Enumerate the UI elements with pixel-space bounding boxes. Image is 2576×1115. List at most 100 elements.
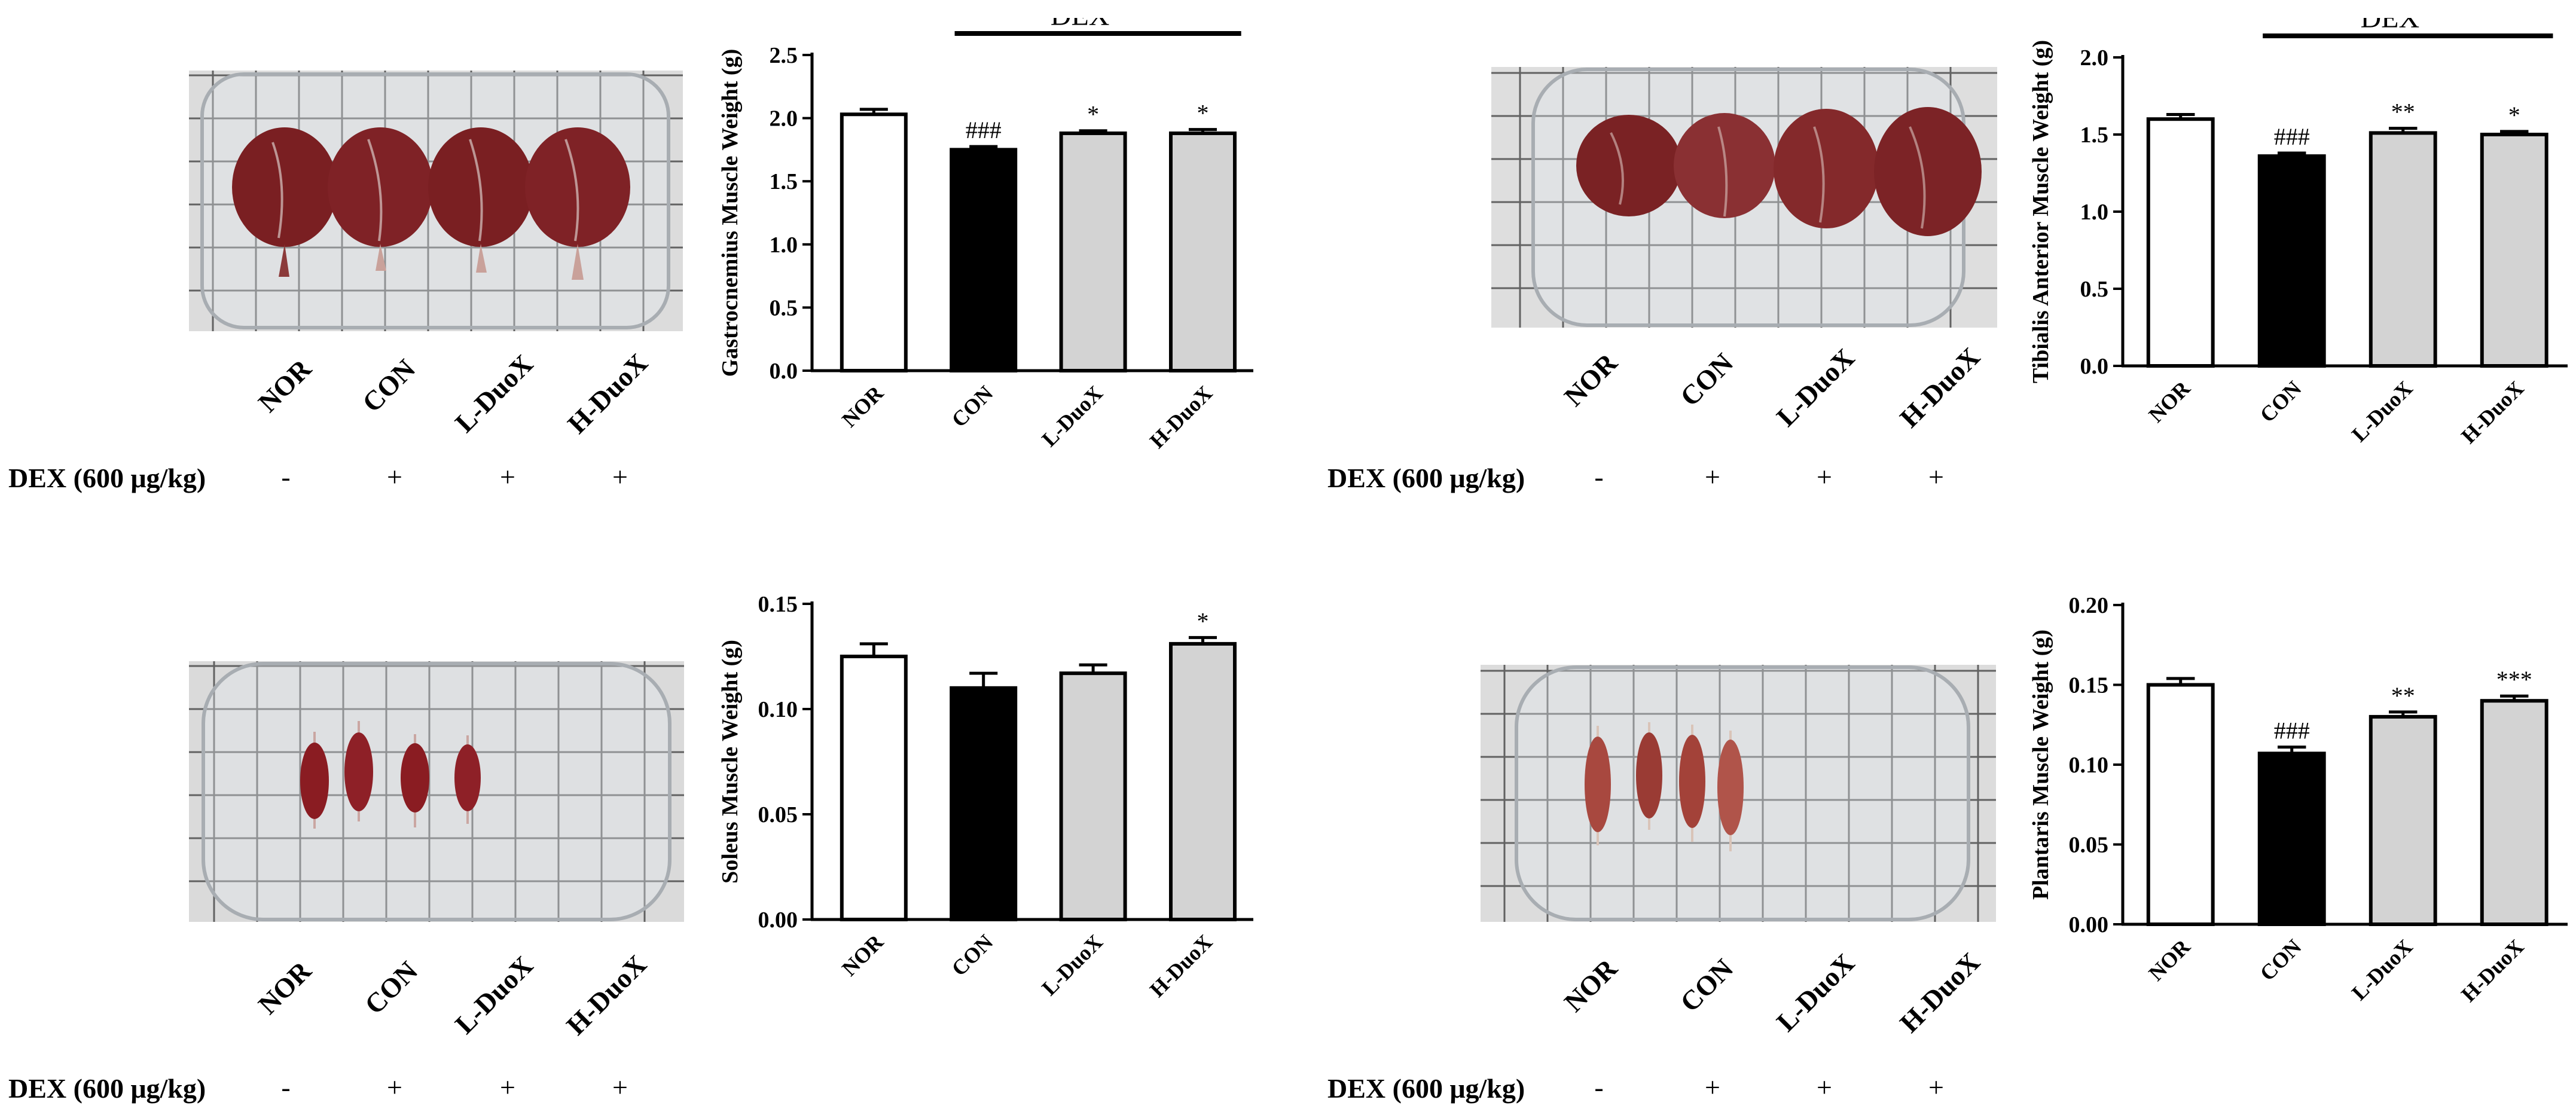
dex-sign-l-duox: + — [1817, 462, 1832, 492]
dex-sign-h-duox: + — [1928, 1072, 1944, 1102]
photo-label-h-duox: H-DuoX — [1894, 946, 1986, 1038]
y-tick-label: 0.00 — [2069, 912, 2109, 937]
photo-label-con: CON — [1674, 952, 1739, 1018]
photo-label-con: CON — [1674, 347, 1739, 413]
significance-label: * — [1087, 101, 1099, 128]
dex-sign-nor: - — [281, 1072, 291, 1102]
dex-dose-label: DEX (600 μg/kg) — [8, 463, 206, 493]
y-tick-label: 1.5 — [2080, 123, 2109, 148]
dex-sign-con: + — [387, 1072, 402, 1102]
significance-label: ** — [2391, 682, 2415, 709]
y-tick-label: 0.05 — [758, 802, 798, 827]
dex-sign-l-duox: + — [500, 1072, 515, 1102]
y-tick-label: 0.0 — [2080, 354, 2109, 379]
chart-gastrocnemius: 0.0 0.5 1.0 1.5 2.0 2.5 Gastrocnemius Muscle W… — [718, 18, 1253, 453]
dex-sign-h-duox: + — [612, 1072, 628, 1102]
x-tick-label: NOR — [837, 381, 889, 432]
x-tick-label: NOR — [837, 930, 889, 981]
photo-label-l-duox: L-DuoX — [449, 950, 539, 1040]
y-tick-label: 0.5 — [770, 295, 798, 320]
y-tick-label: 2.0 — [770, 106, 798, 132]
significance-label: ### — [966, 117, 1002, 143]
photo-label-l-duox: L-DuoX — [449, 349, 539, 438]
bar-con — [2257, 154, 2326, 368]
significance-label: *** — [2496, 666, 2532, 693]
x-tick-label: L-DuoX — [1037, 381, 1107, 451]
x-tick-label: H-DuoX — [1145, 930, 1217, 1001]
bar-h-duox — [2480, 699, 2548, 926]
chart-soleus: 0.00 0.05 0.10 0.15 Soleus Muscle Weight (g)… — [718, 597, 1253, 1002]
photo-label-h-duox: H-DuoX — [1894, 341, 1986, 433]
x-tick-label: NOR — [2144, 934, 2196, 986]
significance-label: ** — [2391, 99, 2415, 126]
bar-con — [950, 686, 1018, 922]
dex-sign-nor: - — [1594, 1072, 1604, 1102]
dex-sign-l-duox: + — [1817, 1072, 1832, 1102]
dex-dose-label: DEX (600 μg/kg) — [1327, 463, 1525, 493]
panel-tibialis-anterior: NOR CON L-DuoX H-DuoX DEX (600 μg/kg) - … — [1288, 0, 2576, 557]
photo-label-con: CON — [356, 353, 422, 418]
panel-gastrocnemius: NOR CON L-DuoX H-DuoX DEX (600 μg/kg) - … — [0, 0, 1288, 557]
x-tick-label: CON — [2255, 934, 2306, 985]
bar-l-duox — [2369, 714, 2437, 926]
dex-bracket-label: DEX — [1051, 18, 1110, 32]
panel-soleus: NOR CON L-DuoX H-DuoX DEX (600 μg/kg) - … — [0, 557, 1288, 1115]
photo-label-h-duox: H-DuoX — [561, 347, 654, 439]
significance-label: * — [2508, 102, 2520, 129]
chart-tibialis-anterior: 0.0 0.5 1.0 1.5 2.0 Tibialis Anterior Muscle … — [2028, 18, 2568, 448]
gastrocnemius-tissue-photo — [189, 71, 683, 331]
y-tick-label: 1.0 — [770, 233, 798, 258]
photo-label-nor: NOR — [1558, 952, 1623, 1018]
bar-nor — [840, 655, 908, 921]
significance-label: * — [1197, 607, 1208, 634]
y-axis-label: Gastrocnemius Muscle Weight (g) — [718, 49, 743, 377]
y-tick-label: 0.20 — [2069, 597, 2109, 618]
bar-l-duox — [1059, 131, 1127, 372]
dex-sign-con: + — [1705, 462, 1720, 492]
bar-h-duox — [2480, 133, 2548, 368]
x-tick-label: L-DuoX — [1037, 930, 1107, 1000]
dex-sign-h-duox: + — [1928, 462, 1944, 492]
panel-plantaris: NOR CON L-DuoX H-DuoX DEX (600 μg/kg) - … — [1288, 557, 2576, 1115]
dex-sign-nor: - — [281, 462, 291, 492]
dex-sign-con: + — [387, 462, 402, 492]
bar-nor — [2146, 683, 2215, 926]
y-tick-label: 0.0 — [770, 359, 798, 384]
bar-h-duox — [1168, 131, 1237, 372]
bar-h-duox — [1168, 641, 1237, 921]
y-tick-label: 0.10 — [758, 697, 798, 722]
dex-sign-nor: - — [1594, 462, 1604, 492]
x-tick-label: H-DuoX — [2456, 934, 2528, 1006]
y-tick-label: 0.5 — [2080, 277, 2109, 302]
y-tick-label: 1.0 — [2080, 200, 2109, 225]
photo-label-nor: NOR — [252, 955, 318, 1021]
y-tick-label: 2.5 — [770, 43, 798, 68]
y-axis-label: Soleus Muscle Weight (g) — [718, 640, 743, 884]
photo-label-h-duox: H-DuoX — [560, 949, 652, 1041]
y-axis-label: Plantaris Muscle Weight (g) — [2028, 630, 2053, 900]
x-tick-label: CON — [947, 930, 998, 980]
bar-l-duox — [1059, 671, 1127, 921]
photo-label-nor: NOR — [252, 353, 318, 418]
y-tick-label: 0.10 — [2069, 753, 2109, 778]
tibialis-tissue-photo — [1491, 67, 1997, 328]
dex-dose-label: DEX (600 μg/kg) — [1327, 1073, 1525, 1104]
significance-label: * — [1197, 100, 1208, 127]
chart-plantaris: 0.00 0.05 0.10 0.15 0.20 Plantaris Muscle Wei… — [2028, 597, 2568, 1007]
photo-label-con: CON — [358, 955, 424, 1021]
x-tick-label: CON — [2255, 376, 2306, 427]
dex-bracket-label: DEX — [2360, 18, 2419, 34]
x-tick-label: H-DuoX — [1145, 381, 1217, 453]
dex-dose-label: DEX (600 μg/kg) — [8, 1073, 206, 1104]
x-tick-label: CON — [947, 381, 998, 432]
significance-label: ### — [2274, 717, 2310, 744]
y-tick-label: 0.05 — [2069, 833, 2109, 858]
dex-sign-l-duox: + — [500, 462, 515, 492]
bar-nor — [840, 112, 908, 372]
photo-label-l-duox: L-DuoX — [1771, 948, 1860, 1037]
y-axis-label: Tibialis Anterior Muscle Weight (g) — [2028, 40, 2053, 383]
bar-con — [2257, 752, 2326, 926]
y-tick-label: 1.5 — [770, 169, 798, 194]
y-tick-label: 0.00 — [758, 908, 798, 933]
bar-nor — [2146, 117, 2215, 368]
